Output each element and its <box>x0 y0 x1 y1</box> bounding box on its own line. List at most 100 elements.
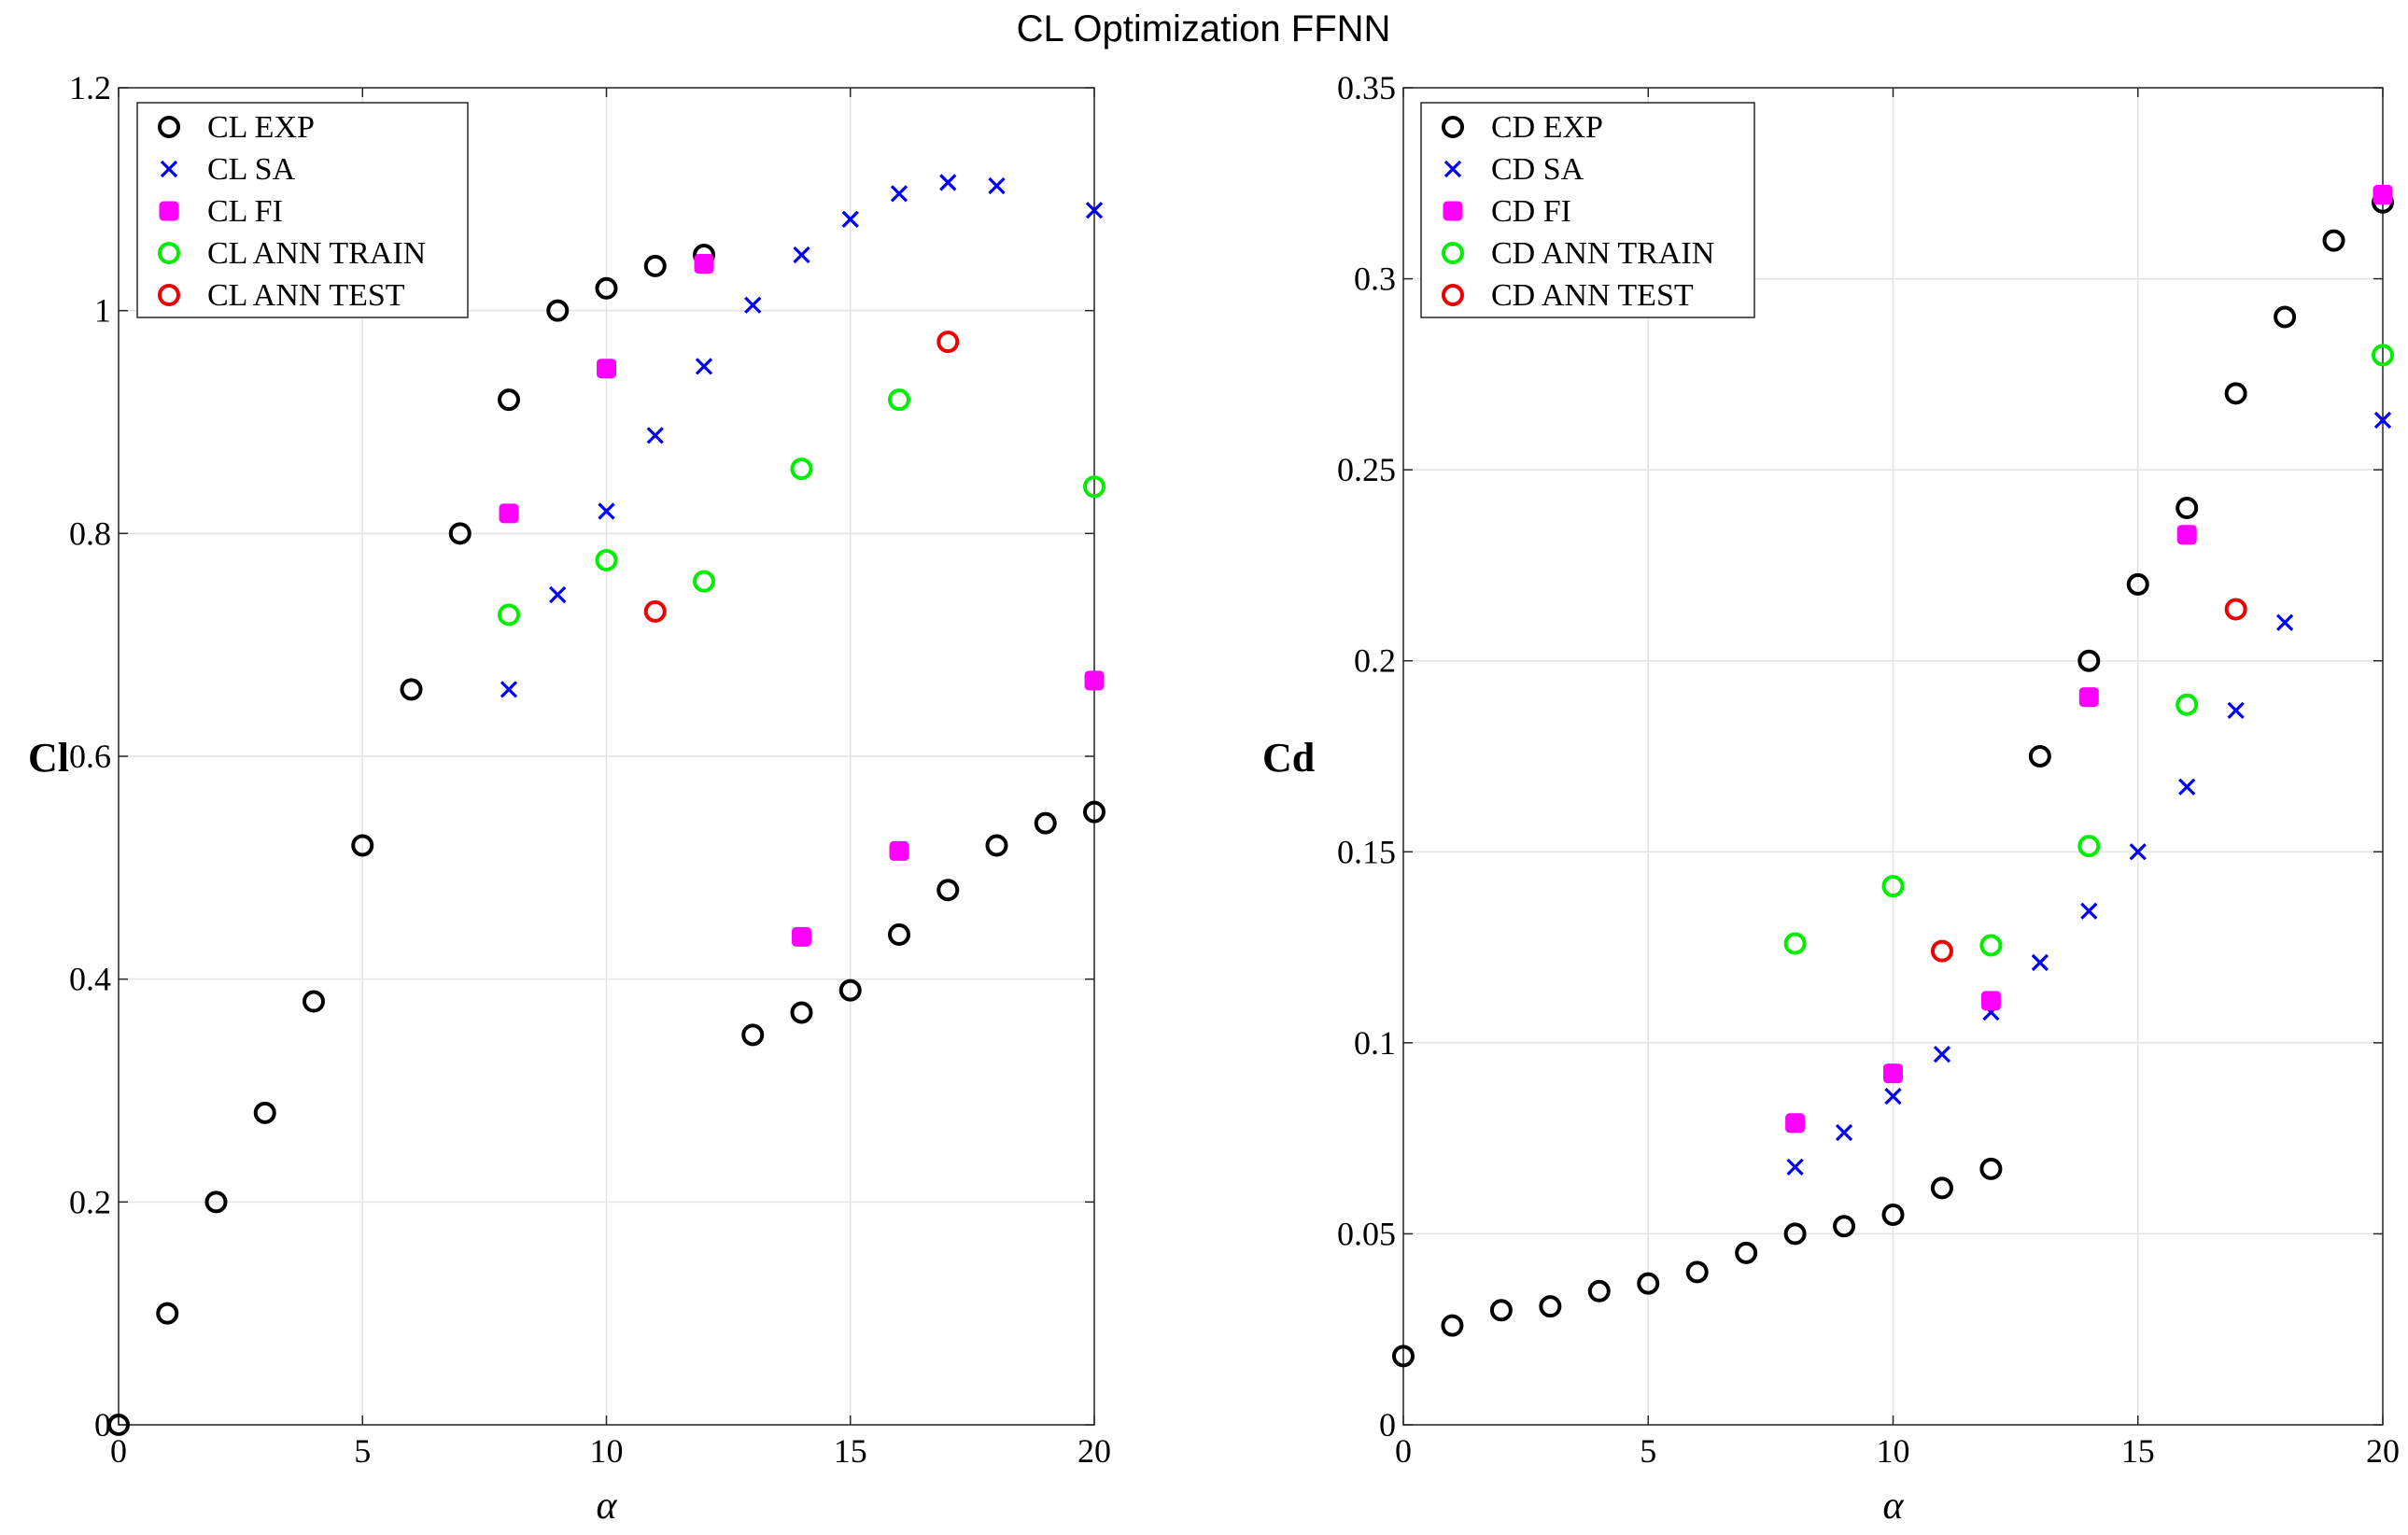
cd-data-point <box>2373 411 2392 430</box>
cl-series-cl-ann-train <box>498 388 1105 627</box>
cl-legend-box <box>136 102 469 318</box>
cd-data-point <box>2275 613 2294 631</box>
cl-series-cl-sa <box>500 174 1104 698</box>
cd-data-point <box>2373 185 2393 205</box>
cd-data-point <box>1786 1158 1804 1176</box>
cl-legend-label: CL FI <box>207 194 283 229</box>
cd-y-tick-label: 0.3 <box>1354 261 1396 298</box>
cl-data-point <box>448 522 472 545</box>
cl-x-tick-label: 15 <box>834 1432 867 1470</box>
cl-data-point <box>1085 202 1104 219</box>
cl-y-tick-label: 0.6 <box>69 738 111 775</box>
cl-data-point <box>107 1414 130 1436</box>
cd-legend-marker <box>1442 284 1464 306</box>
cd-data-point <box>2178 778 2196 796</box>
cl-data-point <box>744 296 762 314</box>
cd-series-cd-sa <box>1786 411 2392 1176</box>
cl-series-cl-ann-test <box>643 331 960 623</box>
cl-y-tick-label: 0 <box>94 1406 111 1443</box>
cl-data-point <box>595 276 618 300</box>
cl-data-point <box>988 176 1006 195</box>
cl-data-point <box>936 331 960 354</box>
cd-legend-box <box>1420 102 1755 318</box>
cl-legend-marker <box>158 116 180 138</box>
cd-data-point <box>2274 305 2297 329</box>
cd-data-point <box>2227 701 2245 720</box>
cl-data-point <box>741 1023 765 1047</box>
cd-data-point <box>1835 1123 1853 1142</box>
cd-plot: 0 5 10 15 20 0 0.05 0.1 0.15 0.2 0.25 0.3 0.35 α Cd CD … <box>1262 69 2400 1528</box>
cl-data-point <box>936 879 960 902</box>
cd-series-cd-exp <box>1392 190 2394 1368</box>
cd-legend-marker <box>1442 242 1464 264</box>
cd-legend: CD EXP CD SA CD FI CD ANN TRAIN CD ANN TEST <box>1420 102 1755 318</box>
cd-x-tick-label: 0 <box>1395 1432 1412 1470</box>
cd-x-tick-label: 10 <box>1877 1432 1910 1470</box>
cl-data-point <box>646 427 664 444</box>
cd-data-point <box>1587 1279 1611 1303</box>
cd-data-point <box>2322 229 2345 252</box>
cd-series-cd-ann-train <box>1783 344 2394 957</box>
cd-data-point <box>1783 932 1807 955</box>
cl-data-point <box>498 388 520 412</box>
cl-data-point <box>1084 670 1105 691</box>
cd-y-tick-label: 0 <box>1379 1406 1396 1443</box>
cd-data-point <box>2176 693 2199 716</box>
cl-data-point <box>841 210 859 228</box>
cd-data-point <box>1979 1157 2003 1180</box>
cd-data-point <box>1785 1113 1806 1134</box>
cd-data-point <box>1392 1345 1415 1368</box>
cl-data-point <box>253 1101 276 1124</box>
cl-legend-label: CL SA <box>207 152 296 187</box>
cl-x-tick-label: 10 <box>590 1432 624 1470</box>
cl-data-point <box>643 254 667 277</box>
cd-data-point <box>1783 1222 1807 1246</box>
cl-data-point <box>890 185 908 203</box>
cl-legend-marker <box>158 284 180 306</box>
cl-data-point <box>498 603 520 627</box>
cd-data-point <box>1833 1215 1856 1238</box>
cl-data-point <box>792 926 811 947</box>
cd-data-point <box>2028 745 2051 768</box>
cd-data-point <box>1881 875 1905 898</box>
cd-data-point <box>1979 934 2003 957</box>
cl-data-point <box>889 840 909 861</box>
cl-data-point <box>695 358 713 375</box>
cl-data-point <box>204 1190 228 1214</box>
cd-data-point <box>1441 1314 1464 1337</box>
cd-data-point <box>1637 1272 1660 1295</box>
cl-data-point <box>546 299 570 322</box>
cd-data-point <box>2031 953 2049 972</box>
cd-data-point <box>2077 649 2101 672</box>
cl-legend-label: CL EXP <box>207 110 315 145</box>
cl-legend-label: CL ANN TRAIN <box>207 236 426 271</box>
cl-data-point <box>595 548 618 571</box>
cd-data-point <box>2077 835 2101 858</box>
cd-x-tick-label: 5 <box>1640 1432 1656 1470</box>
cd-data-point <box>2372 344 2394 367</box>
cd-legend-label: CD ANN TRAIN <box>1491 236 1714 271</box>
cd-y-tick-label: 0.05 <box>1337 1215 1396 1252</box>
cl-data-point <box>694 254 714 275</box>
cl-data-point <box>499 503 519 524</box>
cd-data-point <box>1884 1088 1902 1105</box>
cl-legend-marker <box>158 242 180 264</box>
cl-series-cl-fi <box>499 254 1105 947</box>
cd-data-point <box>2126 572 2149 596</box>
cd-data-point <box>2224 598 2247 621</box>
cd-y-axis-label: Cd <box>1262 735 1315 781</box>
cl-data-point <box>400 678 423 701</box>
cl-data-point <box>888 922 910 946</box>
cl-y-tick-label: 1 <box>94 292 111 330</box>
cd-data-point <box>2080 902 2098 920</box>
cl-grid <box>118 87 1095 1426</box>
cd-data-point <box>1489 1299 1513 1322</box>
cl-data-point <box>939 174 957 191</box>
cd-data-point <box>1735 1241 1758 1264</box>
cd-data-point <box>1685 1260 1709 1284</box>
cl-data-point <box>549 585 567 604</box>
cl-legend-marker <box>160 160 178 178</box>
cd-data-point <box>2224 382 2247 405</box>
cd-y-tick-label: 0.15 <box>1337 833 1396 870</box>
